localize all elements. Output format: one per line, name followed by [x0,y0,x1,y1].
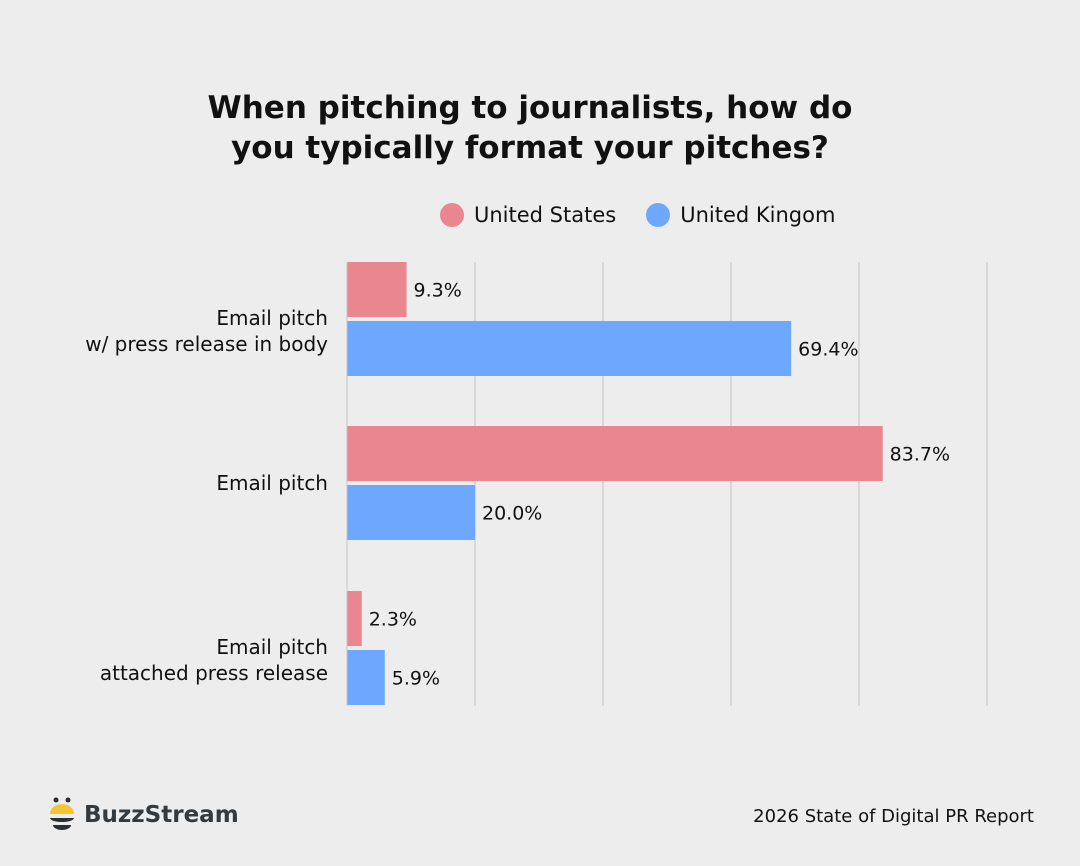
report-name: 2026 State of Digital PR Report [753,806,1034,827]
data-label: 2.3% [369,609,417,631]
data-label: 5.9% [392,668,440,690]
data-label: 69.4% [798,339,858,361]
legend-item-uk: United Kingom [646,203,835,227]
bar-us [347,591,362,646]
legend-item-us: United States [440,203,616,227]
bar-us [347,426,883,481]
category-label: Email pitch [216,470,328,496]
data-label: 83.7% [890,444,950,466]
category-line: w/ press release in body [85,332,328,356]
brand-name: BuzzStream [84,802,239,828]
title-line: When pitching to journalists, how do [207,90,853,126]
category-line: attached press release [99,661,328,685]
category-line: Email pitch [216,471,328,495]
bar-uk [347,485,475,540]
category-line: Email pitch [216,306,328,330]
legend-swatch [440,203,464,227]
category-line: Email pitch [216,635,328,659]
legend-swatch [646,203,671,227]
category-label: Email pitch attached press release [100,634,328,686]
bee-icon [50,797,74,830]
buzzstream-logo: BuzzStream [48,797,239,833]
legend: United States United Kingom [440,203,835,227]
category-label: Email pitch w/ press release in body [85,305,328,357]
bar-us [347,262,407,317]
bar-uk [347,650,385,705]
legend-label: United States [474,203,617,227]
data-label: 20.0% [482,503,542,525]
legend-label: United Kingom [680,203,836,227]
data-label: 9.3% [414,280,462,302]
title-line: you typically format your pitches? [231,130,829,166]
bar-uk [347,321,792,376]
chart-title: When pitching to journalists, how do you… [0,88,1060,168]
